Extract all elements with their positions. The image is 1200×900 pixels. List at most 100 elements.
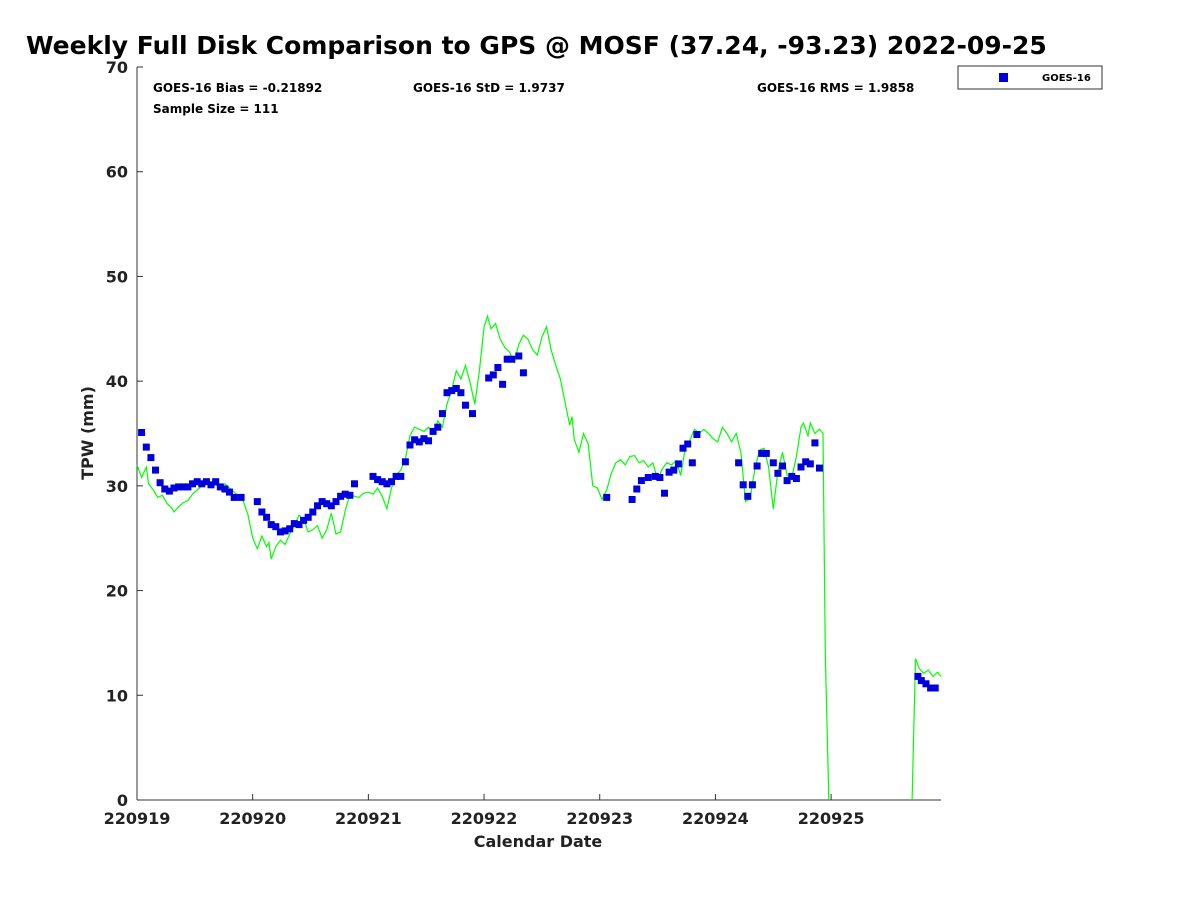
goes-16-point <box>806 460 814 468</box>
goes-16-point <box>499 380 507 388</box>
goes-16-point <box>230 493 238 501</box>
goes-16-point <box>779 462 786 470</box>
goes-16-point <box>914 672 922 680</box>
goes-16-point <box>797 463 805 471</box>
goes-16-point <box>457 389 465 397</box>
y-tick-label: 10 <box>106 686 128 705</box>
goes-16-point <box>304 513 312 521</box>
goes-16-point <box>383 480 391 488</box>
goes-16-point <box>802 458 810 466</box>
x-tick-label: 220920 <box>219 809 286 828</box>
goes-16-point <box>406 441 414 449</box>
goes-16-point <box>739 481 747 489</box>
goes-16-point <box>202 478 210 486</box>
gps-series <box>136 314 942 801</box>
y-axis-label: TPW (mm) <box>78 386 97 480</box>
goes-16-point <box>661 489 668 497</box>
legend-marker <box>999 73 1008 82</box>
goes-16-point <box>189 480 196 488</box>
goes-16-point <box>931 684 939 692</box>
goes-16-point <box>656 474 664 481</box>
goes-16-point <box>651 472 659 480</box>
goes-16-point <box>438 410 446 418</box>
chart-title: Weekly Full Disk Comparison to GPS @ MOS… <box>26 31 1047 60</box>
goes-16-point <box>295 521 303 529</box>
goes-16-point <box>758 449 766 457</box>
x-tick-label: 220922 <box>451 809 518 828</box>
plot-area: 0 10 20 30 40 50 60 70 220919 220920 220921 220922… <box>104 58 942 828</box>
goes-16-point <box>198 480 206 488</box>
goes-16-point <box>816 464 823 472</box>
goes-16-point <box>212 478 220 486</box>
goes-16-point <box>922 680 930 688</box>
goes-16-point <box>161 485 169 493</box>
goes-16-point <box>489 371 497 379</box>
goes-16-point <box>147 454 155 462</box>
goes-16-point <box>309 508 317 516</box>
goes-16-point <box>753 462 761 470</box>
goes-16-point <box>300 516 308 524</box>
goes-16-point <box>263 513 271 521</box>
goes-16-point <box>276 528 284 536</box>
y-tick-label: 0 <box>117 791 128 810</box>
goes-16-point <box>142 443 150 451</box>
x-tick-label: 220924 <box>682 809 749 828</box>
goes-16-point <box>337 492 345 500</box>
goes-16-series <box>138 352 939 692</box>
goes-16-point <box>927 684 935 692</box>
goes-16-point <box>388 478 395 486</box>
goes-16-point <box>452 385 460 392</box>
goes-16-point <box>184 483 192 491</box>
y-tick-label: 50 <box>106 267 128 286</box>
goes-16-point <box>688 459 696 467</box>
x-axis-label: Calendar Date <box>474 832 603 851</box>
goes-16-point <box>351 480 358 488</box>
goes-16-point <box>628 496 636 503</box>
goes-16-point <box>788 472 796 480</box>
x-axis-ticks: 220919 220920 220921 220922 220923 220924 2209… <box>104 794 865 828</box>
y-axis-ticks: 0 10 20 30 40 50 60 70 <box>106 58 143 810</box>
goes-16-point <box>314 502 321 510</box>
rms-stat: GOES-16 RMS = 1.9858 <box>757 81 914 95</box>
x-tick-label: 220925 <box>798 809 865 828</box>
gps-line <box>911 658 942 801</box>
goes-16-point <box>425 437 432 445</box>
goes-16-point <box>179 483 187 491</box>
x-tick-label: 220921 <box>335 809 402 828</box>
bias-stat: GOES-16 Bias = -0.21892 <box>153 81 322 95</box>
goes-16-point <box>318 498 326 506</box>
goes-16-point <box>193 478 201 486</box>
goes-16-point <box>341 490 349 498</box>
legend-label: GOES-16 <box>1042 73 1091 84</box>
x-tick-label: 220923 <box>566 809 633 828</box>
y-tick-label: 30 <box>106 477 128 496</box>
goes-16-point <box>420 435 428 443</box>
goes-16-point <box>392 472 400 480</box>
x-tick-label: 220919 <box>104 809 171 828</box>
goes-16-point <box>434 423 442 431</box>
goes-16-point <box>633 485 641 493</box>
std-stat: GOES-16 StD = 1.9737 <box>413 81 565 95</box>
goes-16-point <box>138 429 146 436</box>
goes-16-point <box>216 483 224 491</box>
goes-16-point <box>603 493 611 501</box>
goes-16-point <box>693 431 701 438</box>
goes-16-point <box>152 466 159 474</box>
goes-16-point <box>519 369 527 377</box>
goes-16-point <box>744 492 752 500</box>
y-tick-label: 70 <box>106 58 128 77</box>
goes-16-point <box>684 440 692 448</box>
goes-16-point <box>429 427 437 435</box>
goes-16-point <box>332 498 340 506</box>
goes-16-point <box>267 521 275 529</box>
goes-16-point <box>792 475 800 482</box>
goes-16-point <box>448 387 456 395</box>
goes-16-point <box>175 483 183 491</box>
goes-16-point <box>443 389 451 397</box>
goes-16-point <box>323 500 331 508</box>
goes-16-point <box>679 444 687 452</box>
goes-16-point <box>665 468 673 476</box>
goes-16-point <box>494 364 502 371</box>
goes-16-point <box>762 449 770 457</box>
